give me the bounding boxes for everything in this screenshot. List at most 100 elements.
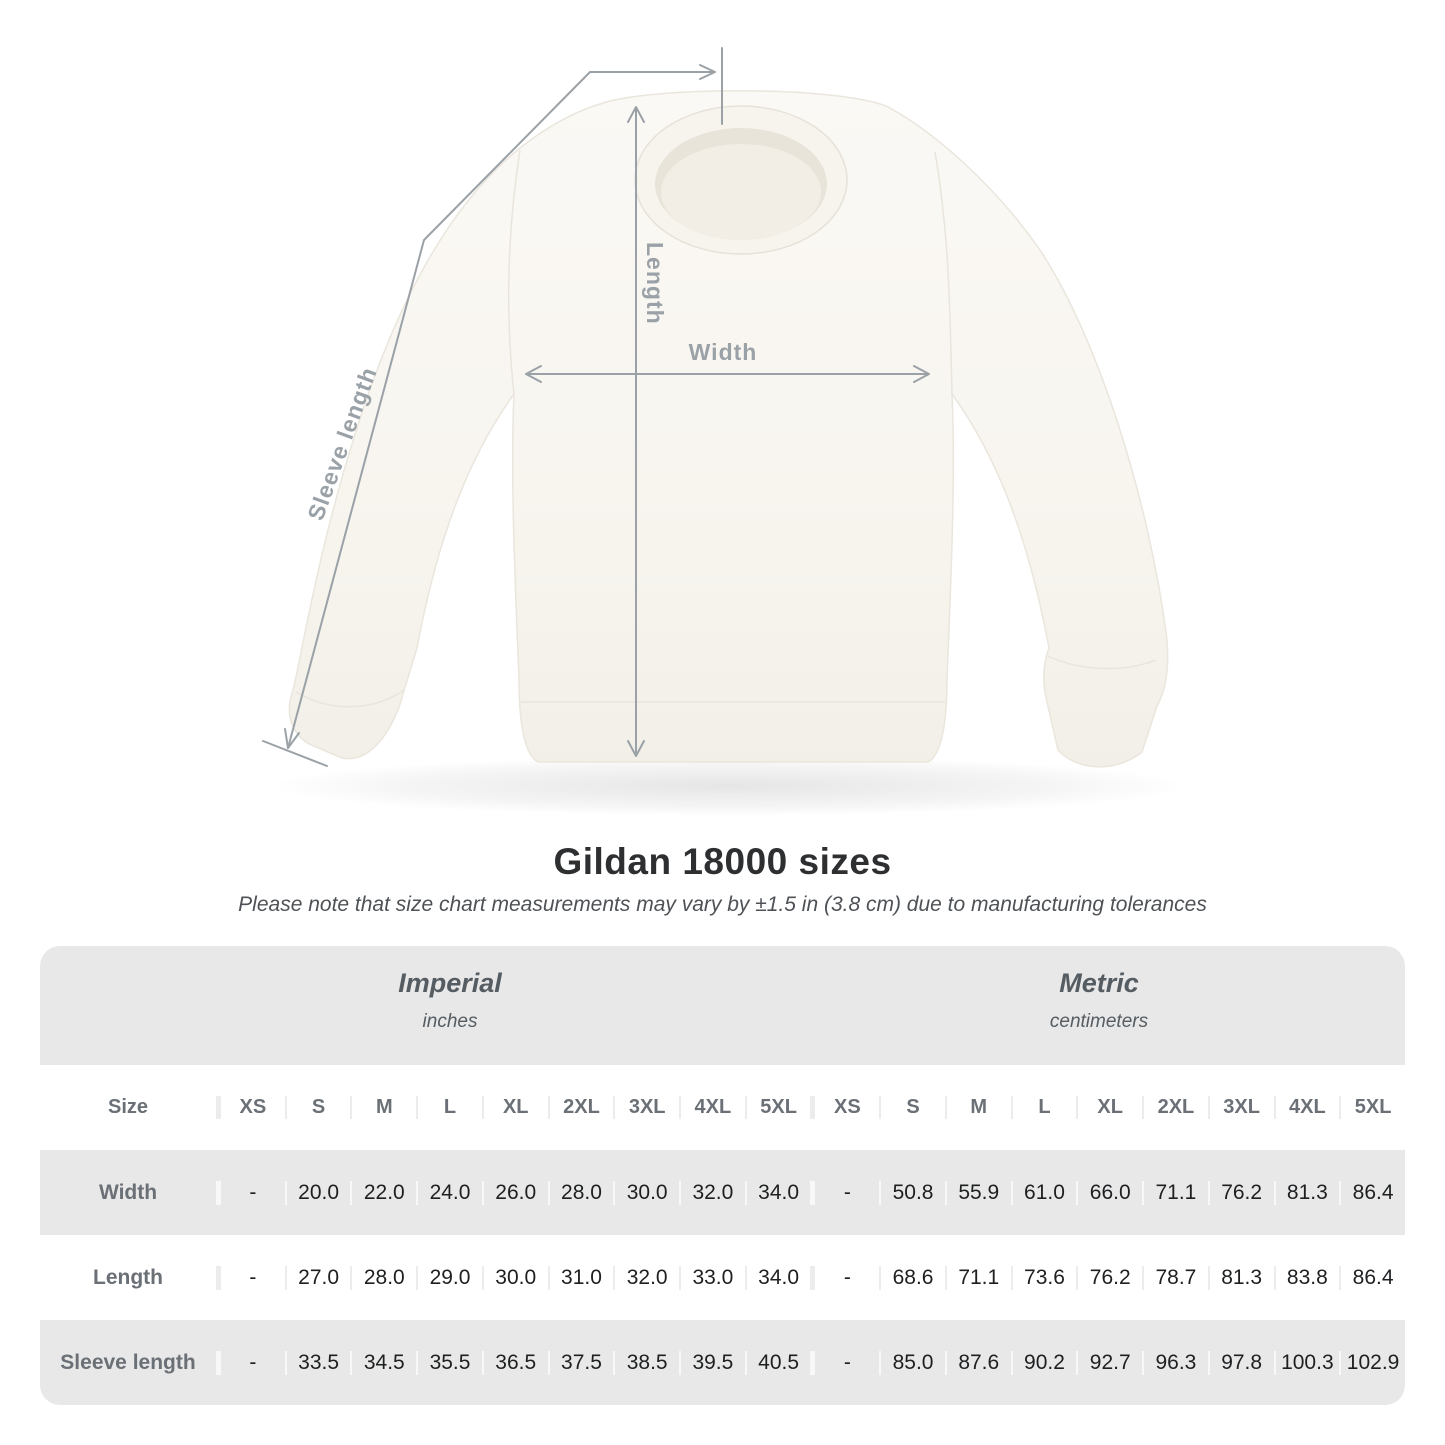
row-label: Length: [93, 1265, 163, 1289]
metric-value-cell: 61.0: [1010, 1180, 1077, 1205]
metric-value-cell: 73.6: [1010, 1265, 1077, 1290]
metric-size-header: XS: [810, 1096, 879, 1119]
size-table: Imperial inches Metric centimeters Size X…: [40, 946, 1405, 1405]
metric-size-header: 2XL: [1142, 1096, 1208, 1119]
imperial-size-header: M: [350, 1096, 416, 1119]
unit-header-band: Imperial inches Metric centimeters: [40, 946, 1405, 1065]
metric-title: Metric: [1059, 968, 1139, 998]
imperial-value-cell: 20.0: [284, 1180, 351, 1205]
garment-shadow: [268, 756, 1188, 816]
imperial-size-header: 2XL: [547, 1096, 614, 1119]
imperial-value-cell: 34.0: [744, 1265, 811, 1290]
metric-size-header: 4XL: [1273, 1096, 1340, 1119]
metric-value-cell: 96.3: [1142, 1350, 1208, 1375]
imperial-value-cell: 29.0: [416, 1265, 482, 1290]
length-dimension-line: [627, 106, 645, 757]
row-label: Sleeve length: [60, 1350, 196, 1374]
metric-value-cell: 78.7: [1142, 1265, 1208, 1290]
imperial-size-header: L: [416, 1096, 482, 1119]
metric-value-cell: 92.7: [1076, 1350, 1142, 1375]
width-arrow-label: Width: [689, 339, 758, 365]
imperial-value-cell: 26.0: [481, 1180, 548, 1205]
metric-value-cell: 76.2: [1207, 1180, 1274, 1205]
garment-seams: [295, 149, 1157, 708]
metric-value-cell: 71.1: [1142, 1180, 1208, 1205]
imperial-value-cell: 38.5: [613, 1350, 679, 1375]
imperial-value-cell: 33.0: [679, 1265, 745, 1290]
size-corner-label: Size: [107, 1096, 149, 1118]
length-arrow-label: Length: [642, 242, 668, 325]
imperial-value-cell: 28.0: [350, 1265, 416, 1290]
sweatshirt-diagram: Width Length Sleeve length: [262, 47, 1188, 816]
metric-size-header: L: [1010, 1096, 1077, 1119]
metric-value-cell: 102.9: [1339, 1350, 1405, 1375]
imperial-value-cell: 34.0: [744, 1180, 811, 1205]
imperial-value-cell: 39.5: [679, 1350, 745, 1375]
metric-value-cell: 83.8: [1273, 1265, 1340, 1290]
imperial-value-cell: 40.5: [744, 1350, 811, 1375]
imperial-value-cell: 31.0: [547, 1265, 614, 1290]
imperial-value-cell: -: [216, 1265, 285, 1290]
metric-size-header: M: [944, 1096, 1011, 1119]
metric-value-cell: 71.1: [944, 1265, 1011, 1290]
metric-value-cell: -: [810, 1265, 879, 1290]
metric-value-cell: 50.8: [879, 1180, 945, 1205]
metric-value-cell: 86.4: [1339, 1180, 1405, 1205]
metric-value-cell: 85.0: [879, 1350, 945, 1375]
metric-unit: centimeters: [1049, 1011, 1149, 1032]
imperial-value-cell: 28.0: [547, 1180, 614, 1205]
imperial-unit: inches: [422, 1011, 478, 1032]
imperial-value-cell: 35.5: [416, 1350, 482, 1375]
imperial-value-cell: 22.0: [350, 1180, 416, 1205]
metric-value-cell: 76.2: [1076, 1265, 1142, 1290]
metric-value-cell: 81.3: [1207, 1265, 1274, 1290]
tolerance-note: Please note that size chart measurements…: [238, 893, 1207, 916]
imperial-value-cell: 33.5: [284, 1350, 351, 1375]
row-label: Width: [98, 1180, 158, 1204]
measurement-row: Sleeve length -33.5 34.5 35.5 36.5 37.5 38.5 39…: [40, 1320, 1405, 1405]
imperial-size-header: 4XL: [679, 1096, 745, 1119]
imperial-value-cell: 37.5: [547, 1350, 614, 1375]
metric-value-cell: 55.9: [944, 1180, 1011, 1205]
measurement-row: Length -27.0 28.0 29.0 30.0 31.0 32.0 33.0 34.0-…: [40, 1235, 1405, 1320]
imperial-value-cell: 30.0: [481, 1265, 548, 1290]
metric-size-header: 3XL: [1207, 1096, 1274, 1119]
metric-value-cell: -: [810, 1180, 879, 1205]
imperial-value-cell: 27.0: [284, 1265, 351, 1290]
imperial-value-cell: 32.0: [679, 1180, 745, 1205]
page-title: Gildan 18000 sizes: [553, 841, 892, 882]
imperial-size-header: S: [284, 1096, 351, 1119]
size-table-grid: Size XS S M L XL 2XL 3XL 4XL 5XL XS S M L XL 2XL 3XL 4XL 5…: [40, 1065, 1405, 1405]
sweatshirt-figure: Width Length Sleeve length: [262, 47, 1188, 816]
imperial-size-header: 5XL: [744, 1096, 811, 1119]
imperial-value-cell: 36.5: [481, 1350, 548, 1375]
metric-value-cell: 81.3: [1273, 1180, 1340, 1205]
metric-value-cell: 86.4: [1339, 1265, 1405, 1290]
metric-value-cell: -: [810, 1350, 879, 1375]
imperial-value-cell: -: [216, 1350, 285, 1375]
metric-value-cell: 66.0: [1076, 1180, 1142, 1205]
imperial-value-cell: 32.0: [613, 1265, 679, 1290]
metric-section-header: Metric centimeters: [1050, 968, 1148, 1033]
metric-value-cell: 90.2: [1010, 1350, 1077, 1375]
metric-value-cell: 68.6: [879, 1265, 945, 1290]
imperial-value-cell: 30.0: [613, 1180, 679, 1205]
imperial-value-cell: 24.0: [416, 1180, 482, 1205]
imperial-size-header: 3XL: [613, 1096, 679, 1119]
imperial-size-header: XS: [216, 1096, 285, 1119]
imperial-section-header: Imperial inches: [398, 968, 502, 1033]
imperial-value-cell: 34.5: [350, 1350, 416, 1375]
metric-size-header: 5XL: [1339, 1096, 1405, 1119]
metric-value-cell: 100.3: [1273, 1350, 1340, 1375]
metric-value-cell: 87.6: [944, 1350, 1011, 1375]
imperial-title: Imperial: [398, 968, 502, 998]
imperial-value-cell: -: [216, 1180, 285, 1205]
garment-collar: [634, 105, 848, 255]
metric-size-header: S: [879, 1096, 945, 1119]
sleeve-dimension-line: [262, 47, 723, 767]
size-header-row: Size XS S M L XL 2XL 3XL 4XL 5XL XS S M L XL 2XL 3XL 4XL 5…: [40, 1065, 1405, 1150]
measurement-row: Width -20.0 22.0 24.0 26.0 28.0 30.0 32.0 34.0-5…: [40, 1150, 1405, 1235]
metric-size-header: XL: [1076, 1096, 1142, 1119]
width-dimension-line: [525, 365, 930, 383]
